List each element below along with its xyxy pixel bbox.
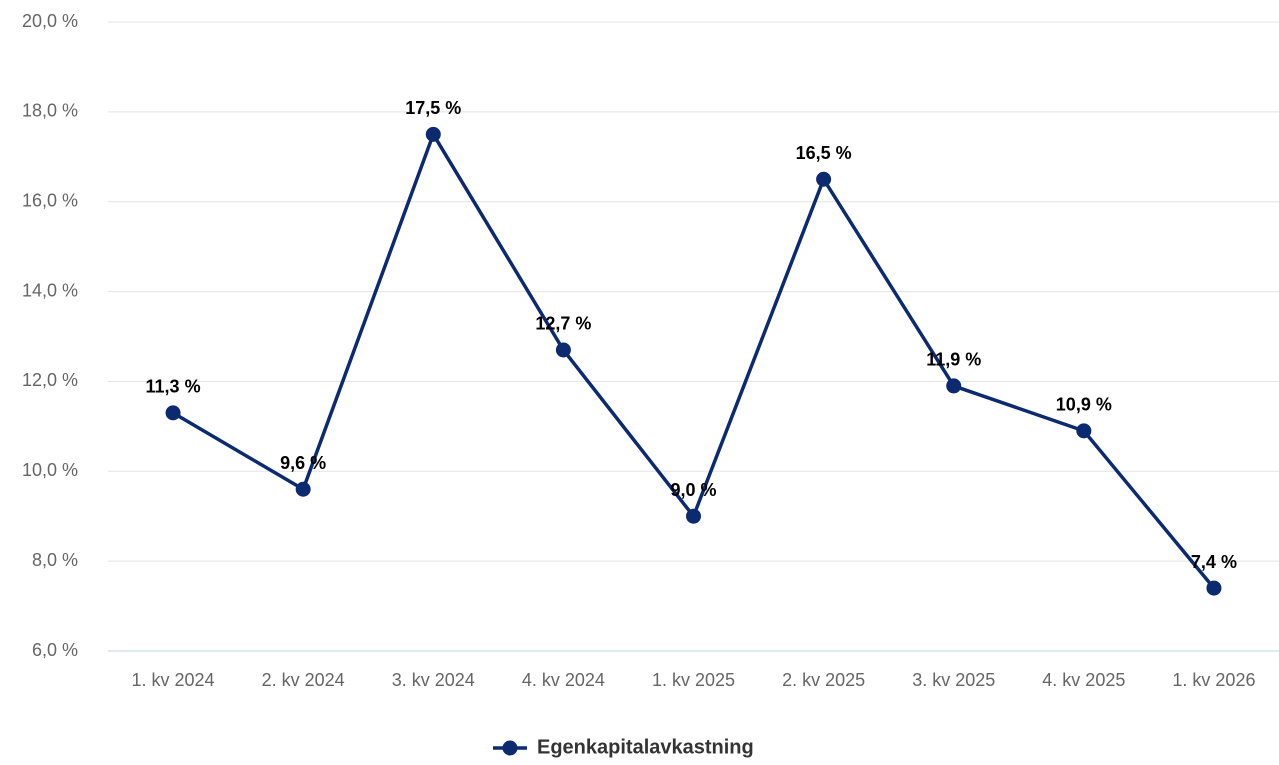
y-tick-label: 18,0 % [22,101,78,121]
marker [686,508,701,524]
y-tick-label: 16,0 % [22,190,78,210]
y-tick-label: 14,0 % [22,280,78,300]
y-tick-label: 8,0 % [32,550,78,570]
marker [816,171,832,187]
x-tick-label: 4. kv 2025 [1042,670,1125,690]
y-tick-label: 20,0 % [22,11,78,31]
marker [1206,580,1222,596]
data-label: 9,0 % [670,480,716,500]
x-tick-label: 1. kv 2025 [652,670,735,690]
legend-marker [502,740,518,756]
x-tick-label: 1. kv 2024 [132,670,215,690]
marker [425,126,441,142]
data-label: 7,4 % [1191,552,1237,572]
x-tick-label: 2. kv 2025 [782,670,865,690]
marker [295,481,311,497]
marker [165,405,181,421]
legend-label: Egenkapitalavkastning [537,736,754,758]
data-label: 17,5 % [405,98,461,118]
data-label: 12,7 % [535,314,591,334]
data-label: 16,5 % [796,143,852,163]
x-tick-label: 3. kv 2025 [912,670,995,690]
x-tick-label: 1. kv 2026 [1172,670,1255,690]
data-label: 11,9 % [926,350,981,370]
data-label: 9,6 % [280,453,326,473]
marker [555,342,571,358]
x-tick-label: 4. kv 2024 [522,670,605,690]
y-tick-label: 10,0 % [22,460,78,480]
y-tick-label: 6,0 % [32,640,78,660]
marker [1076,423,1092,439]
data-label: 10,9 % [1056,395,1112,415]
x-tick-label: 3. kv 2024 [392,670,475,690]
marker [946,378,962,394]
y-tick-label: 12,0 % [22,370,78,390]
data-label: 11,3 % [146,377,201,397]
x-tick-label: 2. kv 2024 [262,670,345,690]
